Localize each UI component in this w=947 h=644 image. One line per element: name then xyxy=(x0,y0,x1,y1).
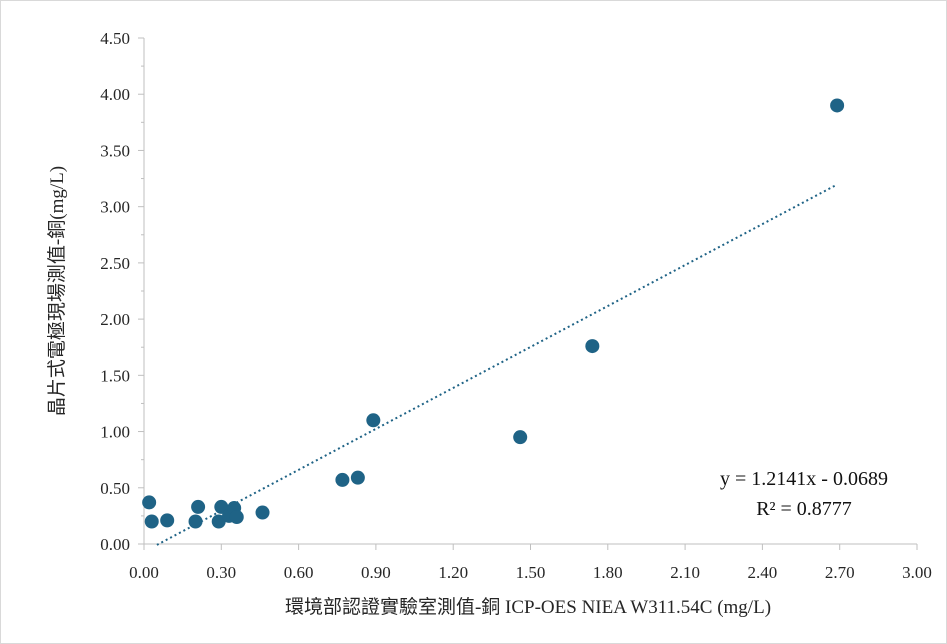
trendline-layer xyxy=(156,183,838,546)
x-tick-label: 0.30 xyxy=(206,563,236,582)
y-tick-label: 1.00 xyxy=(100,423,130,442)
x-axis-title: 環境部認證實驗室測值-銅 ICP-OES NIEA W311.54C (mg/L… xyxy=(285,596,771,618)
y-tick-label: 4.00 xyxy=(100,85,130,104)
y-tick-label: 0.00 xyxy=(100,535,130,554)
y-axis-title: 晶片式電極現場測值-銅(mg/L) xyxy=(46,166,68,416)
data-point xyxy=(229,510,244,525)
x-tick-label: 1.80 xyxy=(593,563,623,582)
data-points xyxy=(142,98,845,529)
y-tick-label: 3.00 xyxy=(100,198,130,217)
x-tick-label: 1.50 xyxy=(516,563,546,582)
x-tick-label: 2.10 xyxy=(670,563,700,582)
y-tick-label: 0.50 xyxy=(100,479,130,498)
data-point xyxy=(191,499,206,514)
y-tick-label: 4.50 xyxy=(100,29,130,48)
tick-labels: 0.00 0.50 1.00 1.50 2.00 2.50 3.00 3.50 4.00 4.50… xyxy=(100,29,932,582)
data-point xyxy=(211,514,226,529)
data-point xyxy=(188,514,203,529)
data-point xyxy=(350,470,365,485)
x-tick-label: 2.70 xyxy=(825,563,855,582)
x-tick-label: 0.90 xyxy=(361,563,391,582)
y-tick-label: 1.50 xyxy=(100,366,130,385)
data-point xyxy=(513,430,528,445)
y-tick-label: 2.00 xyxy=(100,310,130,329)
x-tick-label: 2.40 xyxy=(748,563,778,582)
x-tick-label: 0.00 xyxy=(129,563,159,582)
x-tick-label: 0.60 xyxy=(284,563,314,582)
y-tick-label: 3.50 xyxy=(100,141,130,160)
trendline-equation: y = 1.2141x - 0.0689 xyxy=(720,468,888,490)
x-tick-label: 1.20 xyxy=(438,563,468,582)
y-tick-label: 2.50 xyxy=(100,254,130,273)
trendline xyxy=(156,183,838,546)
data-point xyxy=(160,513,175,528)
axes xyxy=(138,37,918,550)
data-point xyxy=(830,98,845,113)
data-point xyxy=(142,495,157,510)
data-point xyxy=(255,505,270,520)
data-point xyxy=(366,413,381,428)
data-point xyxy=(585,339,600,354)
data-point xyxy=(335,472,350,487)
x-tick-label: 3.00 xyxy=(902,563,932,582)
data-point xyxy=(144,514,159,529)
r-squared-label: R² = 0.8777 xyxy=(756,498,852,520)
